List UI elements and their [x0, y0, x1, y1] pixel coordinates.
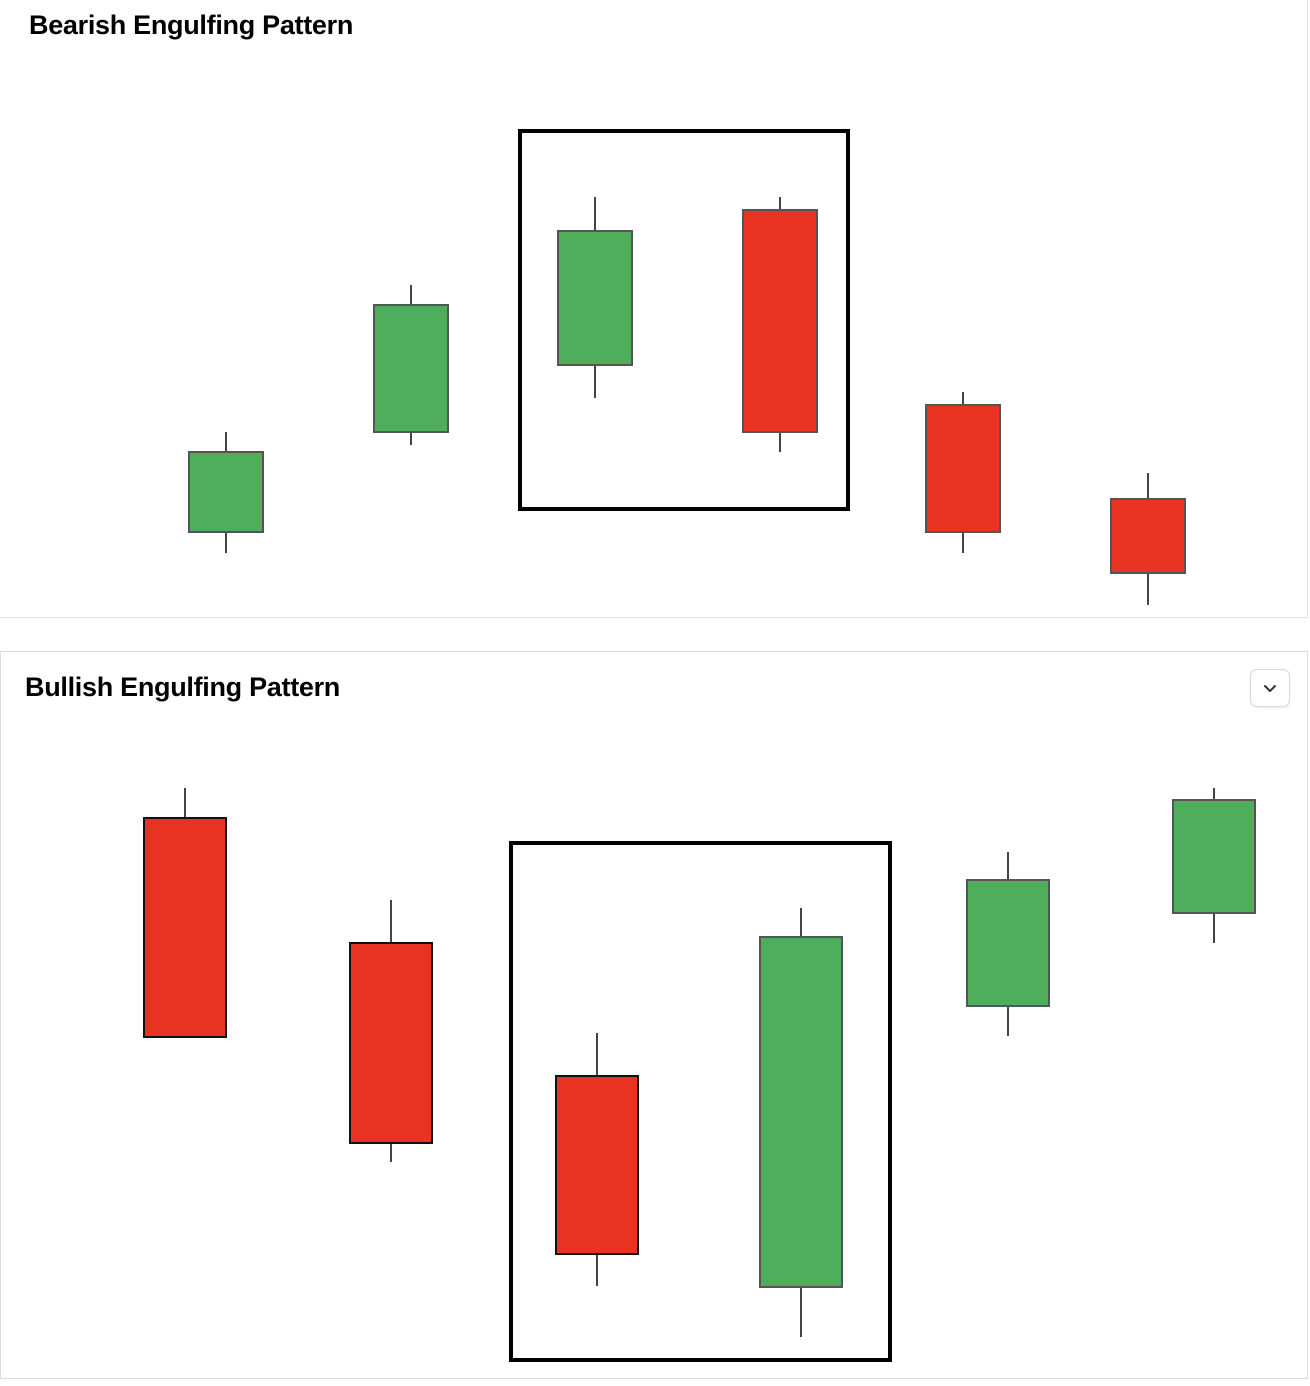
bullish-illustration [143, 788, 1256, 1362]
bearish-illustration [188, 129, 1186, 605]
candle-body [925, 404, 1001, 533]
candle-body [373, 304, 449, 433]
highlight-box [509, 841, 892, 1362]
highlight-box [518, 129, 850, 511]
candle-body [742, 209, 818, 433]
candle-body [349, 942, 433, 1144]
candle-body [759, 936, 843, 1288]
candle-body [1110, 498, 1186, 574]
panel-title: Bullish Engulfing Pattern [25, 672, 340, 702]
candle-body [557, 230, 633, 366]
candle-body [555, 1075, 639, 1255]
collapse-button[interactable] [1250, 669, 1290, 707]
bullish-panel: Bullish Engulfing Pattern [0, 651, 1308, 1379]
bearish-panel: Bearish Engulfing Pattern [0, 0, 1308, 618]
chevron [1264, 685, 1276, 692]
chevron-icon [1264, 685, 1276, 692]
candle-body [143, 817, 227, 1038]
panel-title: Bearish Engulfing Pattern [29, 10, 354, 40]
candle-body [966, 879, 1050, 1007]
candle-body [188, 451, 264, 533]
candle-body [1172, 799, 1256, 914]
